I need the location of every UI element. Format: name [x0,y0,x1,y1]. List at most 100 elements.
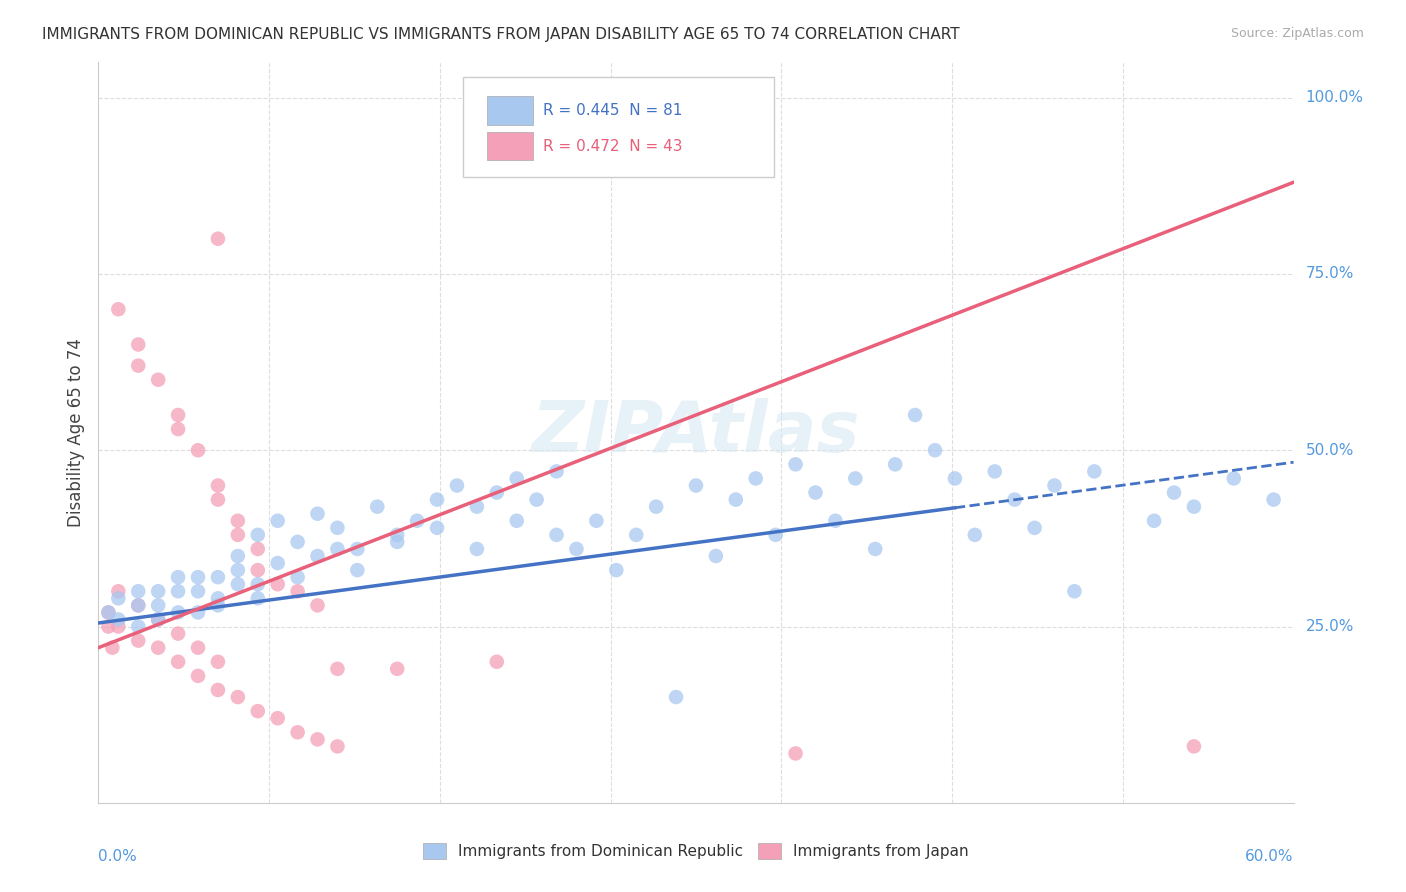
Point [127,619,149,633]
Point [107,302,129,317]
Point [745,471,768,485]
Point [1043,478,1066,492]
Text: 75.0%: 75.0% [1306,267,1354,282]
Point [984,464,1007,478]
Text: 60.0%: 60.0% [1246,848,1294,863]
Point [187,640,209,655]
Point [1223,471,1246,485]
Point [385,535,409,549]
Point [506,471,529,485]
Point [226,563,249,577]
Point [645,500,668,514]
Point [107,584,129,599]
Point [97,606,120,620]
Point [884,458,907,472]
Text: Source: ZipAtlas.com: Source: ZipAtlas.com [1230,27,1364,40]
Point [704,549,727,563]
Point [1182,739,1205,754]
Point [485,485,508,500]
Point [167,626,190,640]
Point [1143,514,1166,528]
Point [107,612,129,626]
Point [326,521,349,535]
Point [346,541,368,556]
Point [287,725,309,739]
Point [307,507,329,521]
Point [167,570,190,584]
Point [824,514,846,528]
Point [127,359,149,373]
Point [127,599,149,613]
Point [785,458,807,472]
Text: 100.0%: 100.0% [1306,90,1364,105]
Point [546,528,568,542]
Point [446,478,468,492]
Point [187,443,209,458]
Point [207,570,229,584]
Legend: Immigrants from Dominican Republic, Immigrants from Japan: Immigrants from Dominican Republic, Immi… [416,838,976,865]
Point [1083,464,1105,478]
Point [526,492,548,507]
Point [207,232,229,246]
Point [167,422,190,436]
Point [246,541,269,556]
Point [101,640,124,655]
Point [307,549,329,563]
Point [167,584,190,599]
Point [465,541,488,556]
Point [465,500,488,514]
Point [167,408,190,422]
Point [267,514,290,528]
Point [148,640,170,655]
Point [724,492,747,507]
Point [127,584,149,599]
Point [326,662,349,676]
Point [226,528,249,542]
Point [226,514,249,528]
Point [246,704,269,718]
Point [207,683,229,698]
Point [943,471,966,485]
Text: 0.0%: 0.0% [98,848,138,863]
Point [546,464,568,478]
Point [326,541,349,556]
Point [148,599,170,613]
FancyBboxPatch shape [486,96,533,125]
FancyBboxPatch shape [486,132,533,161]
Point [246,528,269,542]
Point [187,570,209,584]
Point [97,606,120,620]
Point [267,577,290,591]
Point [326,739,349,754]
Point [804,485,827,500]
Point [187,606,209,620]
Point [1163,485,1185,500]
Point [865,541,887,556]
Point [346,563,368,577]
Point [207,591,229,606]
Point [1063,584,1085,599]
Point [187,669,209,683]
Point [605,563,627,577]
Point [844,471,866,485]
Point [685,478,707,492]
Point [97,619,120,633]
Point [246,577,269,591]
FancyBboxPatch shape [463,78,773,178]
Point [406,514,429,528]
Point [307,599,329,613]
Text: R = 0.472  N = 43: R = 0.472 N = 43 [543,138,682,153]
Point [426,521,449,535]
Point [148,584,170,599]
Y-axis label: Disability Age 65 to 74: Disability Age 65 to 74 [66,338,84,527]
Point [1182,500,1205,514]
Point [148,612,170,626]
Point [1263,492,1285,507]
Point [785,747,807,761]
Point [246,591,269,606]
Point [226,549,249,563]
Text: IMMIGRANTS FROM DOMINICAN REPUBLIC VS IMMIGRANTS FROM JAPAN DISABILITY AGE 65 TO: IMMIGRANTS FROM DOMINICAN REPUBLIC VS IM… [42,27,960,42]
Point [207,492,229,507]
Point [207,655,229,669]
Point [148,373,170,387]
